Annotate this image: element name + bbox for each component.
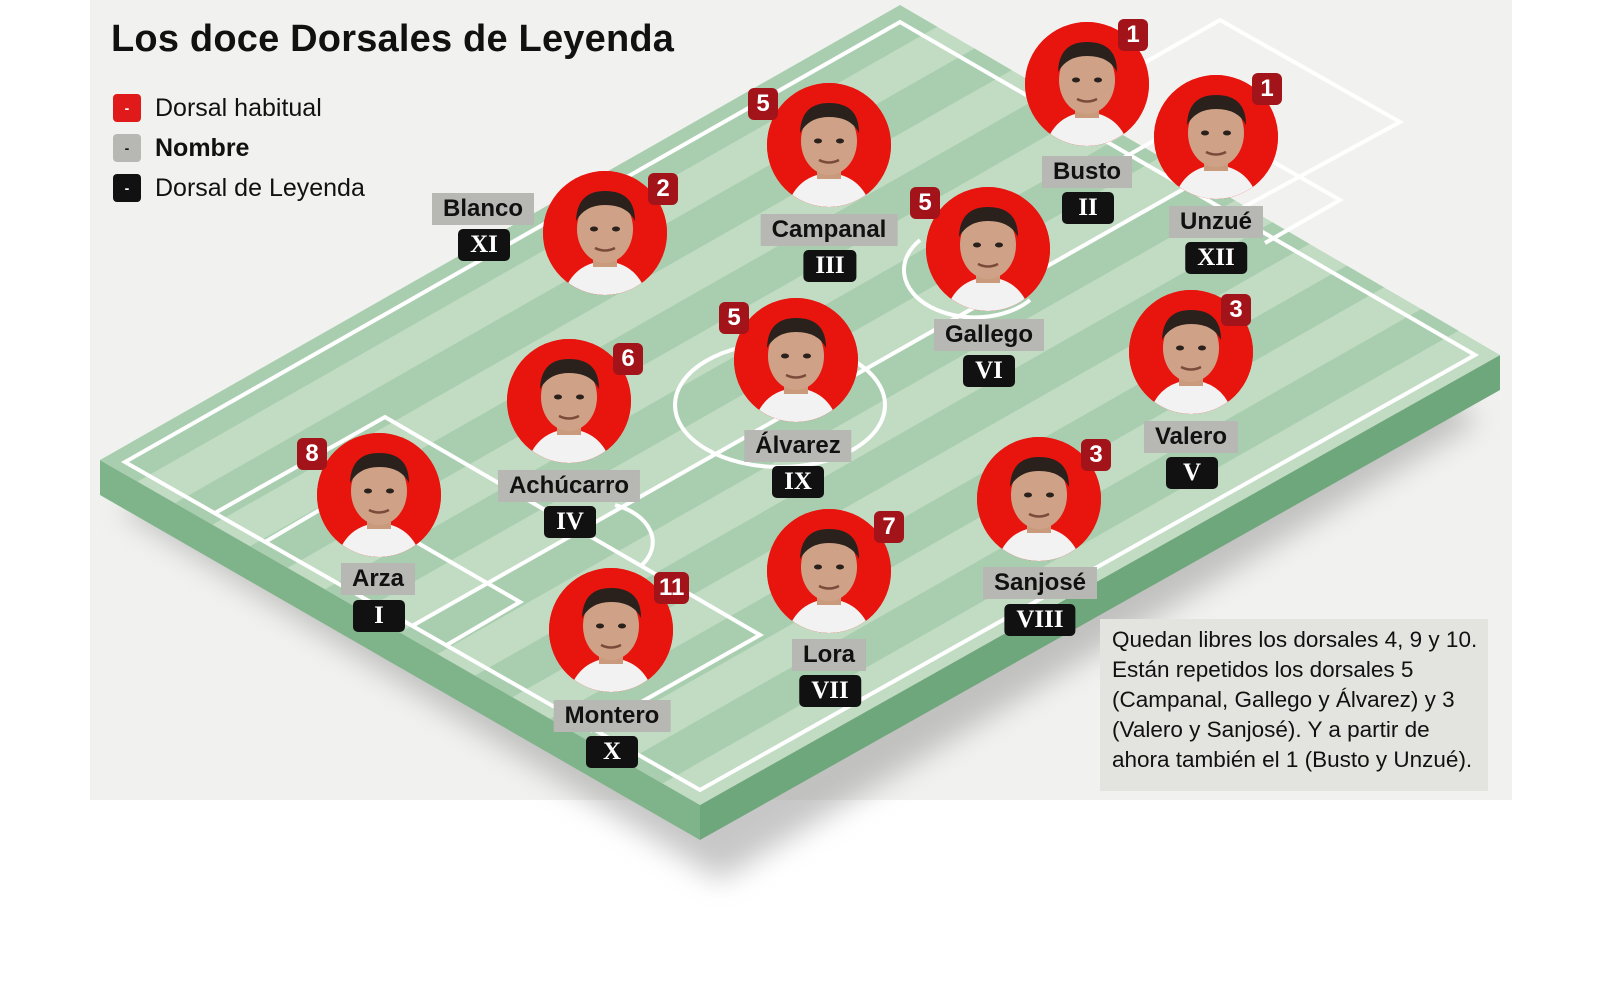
note-line: ahora también el 1 (Busto y Unzué). xyxy=(1112,747,1473,772)
pitch-stripe xyxy=(100,5,938,482)
player-photo-achucarro xyxy=(507,339,631,463)
portrait-icon xyxy=(1154,75,1278,199)
info-note: Quedan libres los dorsales 4, 9 y 10. Es… xyxy=(1100,619,1488,791)
portrait-icon xyxy=(549,568,673,692)
pitch-stripe xyxy=(250,91,1088,568)
player-photo-sanjose xyxy=(977,437,1101,561)
portrait-icon xyxy=(977,437,1101,561)
player-photo-busto xyxy=(1025,22,1149,146)
legend-dorsal-box: XI xyxy=(458,229,510,261)
dorsal-badge: 1 xyxy=(1252,73,1282,105)
portrait-icon xyxy=(926,187,1050,311)
legend-dorsal-box: XII xyxy=(1185,242,1247,274)
player-name: Álvarez xyxy=(744,430,852,462)
legend-dorsal-box: VIII xyxy=(1004,604,1076,636)
player-photo-arza xyxy=(317,433,441,557)
legend-swatch-black: - xyxy=(113,174,141,202)
legend-swatch-red: - xyxy=(113,94,141,122)
dorsal-badge: 3 xyxy=(1221,294,1251,326)
player-photo-alvarez xyxy=(734,298,858,422)
legend-item-dorsal-leyenda: - Dorsal de Leyenda xyxy=(113,172,365,204)
legend-label: Nombre xyxy=(155,133,250,162)
portrait-icon xyxy=(767,509,891,633)
portrait-icon xyxy=(507,339,631,463)
legend-dorsal-box: VI xyxy=(963,355,1015,387)
player-name: Blanco xyxy=(431,193,535,225)
player-name: Achúcarro xyxy=(497,470,641,502)
player-photo-campanal xyxy=(767,83,891,207)
dorsal-badge: 2 xyxy=(648,173,678,205)
dorsal-badge: 6 xyxy=(613,343,643,375)
portrait-icon xyxy=(734,298,858,422)
player-name: Busto xyxy=(1042,156,1132,188)
player-photo-gallego xyxy=(926,187,1050,311)
portrait-icon xyxy=(1025,22,1149,146)
legend-dorsal-box: III xyxy=(803,250,857,282)
note-line: Quedan libres los dorsales 4, 9 y 10. xyxy=(1112,627,1478,652)
note-line: (Valero y Sanjosé). Y a partir de xyxy=(1112,717,1430,742)
dorsal-badge: 5 xyxy=(910,187,940,219)
legend-dorsal-box: I xyxy=(353,600,405,632)
dorsal-badge: 11 xyxy=(654,572,690,604)
portrait-icon xyxy=(767,83,891,207)
player-name: Valero xyxy=(1143,421,1239,453)
legend-dorsal-box: II xyxy=(1062,192,1114,224)
player-name: Campanal xyxy=(760,214,898,246)
player-name: Unzué xyxy=(1169,206,1263,238)
dorsal-badge: 5 xyxy=(719,302,749,334)
player-name: Gallego xyxy=(933,319,1045,351)
legend-dorsal-box: V xyxy=(1166,457,1218,489)
page-title: Los doce Dorsales de Leyenda xyxy=(111,18,675,60)
legend-label: Dorsal de Leyenda xyxy=(155,173,365,202)
legend-dorsal-box: IX xyxy=(772,466,824,498)
legend-item-dorsal-habitual: - Dorsal habitual xyxy=(113,92,322,124)
dorsal-badge: 3 xyxy=(1081,439,1111,471)
dorsal-badge: 5 xyxy=(748,88,778,120)
note-line: Están repetidos los dorsales 5 xyxy=(1112,657,1414,682)
player-photo-lora xyxy=(767,509,891,633)
pitch-edge-left xyxy=(100,460,700,840)
portrait-icon xyxy=(1129,290,1253,414)
dorsal-badge: 8 xyxy=(297,438,327,470)
legend-label: Dorsal habitual xyxy=(155,93,322,122)
portrait-icon xyxy=(317,433,441,557)
player-name: Arza xyxy=(340,563,416,595)
legend-swatch-grey: - xyxy=(113,134,141,162)
player-name: Montero xyxy=(553,700,671,732)
legend-dorsal-box: VII xyxy=(799,675,861,707)
note-line: (Campanal, Gallego y Álvarez) y 3 xyxy=(1112,687,1455,712)
legend-item-nombre: - Nombre xyxy=(113,132,249,164)
player-photo-montero xyxy=(549,568,673,692)
legend-dorsal-box: IV xyxy=(544,506,596,538)
player-name: Lora xyxy=(791,639,867,671)
player-photo-unzue xyxy=(1154,75,1278,199)
dorsal-badge: 7 xyxy=(874,511,904,543)
legend-dorsal-box: X xyxy=(586,736,638,768)
pitch-edge-right xyxy=(700,355,1500,840)
dorsal-badge: 1 xyxy=(1118,19,1148,51)
player-name: Sanjosé xyxy=(982,567,1098,599)
player-photo-blanco xyxy=(543,171,667,295)
portrait-icon xyxy=(543,171,667,295)
